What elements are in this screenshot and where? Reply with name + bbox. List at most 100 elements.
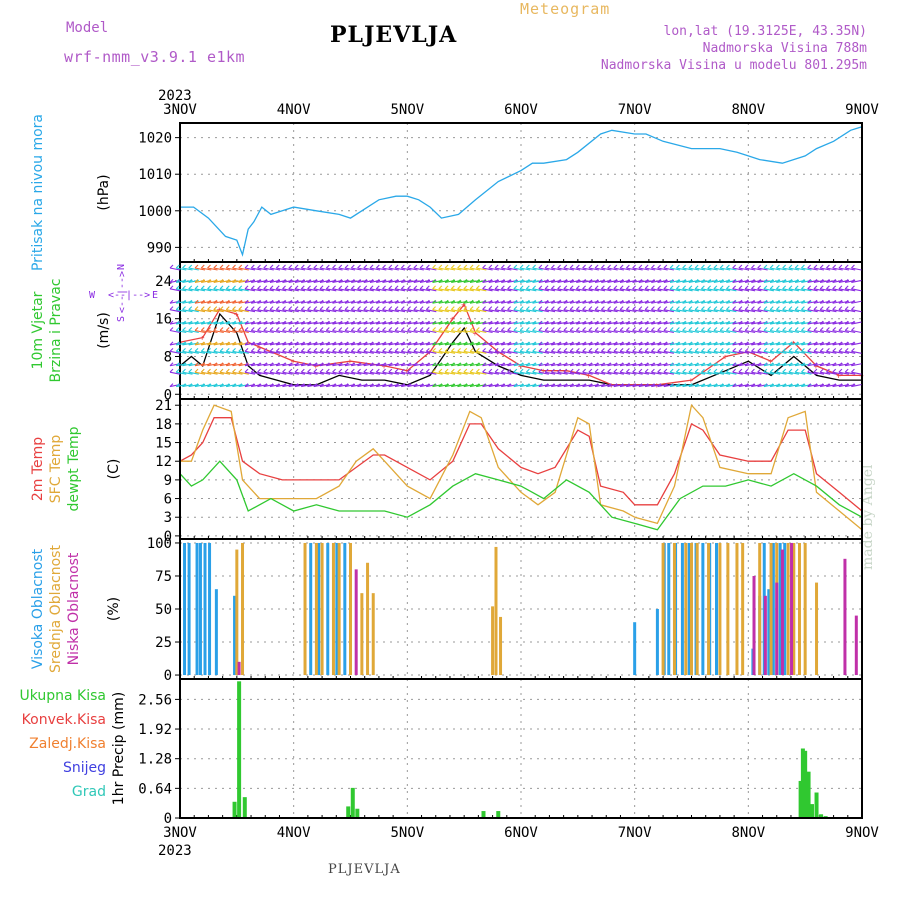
wind-arrow <box>207 329 218 334</box>
wind-arrow-head <box>813 306 818 311</box>
wind-arrow-head <box>794 285 799 290</box>
wind-arrow-head <box>644 341 649 346</box>
wind-arrow-head <box>819 264 824 269</box>
data-bar <box>337 542 341 676</box>
wind-arrow <box>376 267 387 271</box>
wind-arrow <box>801 371 812 375</box>
wind-arrow <box>595 350 606 354</box>
wind-arrow <box>569 267 581 271</box>
wind-arrow-head <box>707 306 712 311</box>
wind-arrow-head <box>232 347 236 352</box>
wind-arrow <box>494 309 506 313</box>
wind-arrow-head <box>751 279 755 283</box>
wind-arrow <box>620 309 631 313</box>
wind-arrow-head <box>450 264 455 269</box>
wind-arrow <box>588 267 599 271</box>
wind-arrow-head <box>307 264 311 269</box>
wind-arrow-head <box>563 285 568 290</box>
wind-arrow-head <box>726 327 730 331</box>
wind-arrow-head <box>463 285 468 290</box>
wind-arrow-head <box>538 299 543 304</box>
wind-arrow <box>770 371 781 375</box>
wind-arrow-head <box>332 264 336 269</box>
wind-arrow <box>288 329 299 334</box>
wind-arrow <box>382 267 393 271</box>
wind-arrow-head <box>388 327 393 331</box>
wind-arrow-head <box>575 320 580 325</box>
wind-arrow <box>682 267 693 271</box>
wind-arrow-head <box>600 368 605 373</box>
wind-arrow-head <box>169 368 174 373</box>
wind-arrow-head <box>801 341 805 346</box>
wind-arrow-head <box>782 285 787 290</box>
y-axis-label: 2m Temp <box>30 437 46 501</box>
precip-legend-label: Grad <box>72 784 106 800</box>
data-bar <box>769 542 773 676</box>
y-tick-label: 16 <box>155 312 172 328</box>
wind-arrow-head <box>688 347 693 352</box>
wind-arrow-head <box>701 285 705 290</box>
wind-arrow-head <box>182 264 186 269</box>
wind-arrow <box>307 329 318 334</box>
wind-arrow <box>826 371 837 375</box>
wind-arrow <box>795 371 806 375</box>
wind-arrow-head <box>657 341 662 346</box>
wind-arrow-head <box>701 383 705 387</box>
wind-arrow <box>576 329 587 334</box>
wind-arrow <box>807 329 818 334</box>
wind-arrow-head <box>382 383 386 387</box>
wind-arrow-head <box>269 347 274 352</box>
wind-arrow-head <box>763 327 768 331</box>
wind-arrow-head <box>744 327 749 331</box>
gust-marker: + <box>836 371 841 380</box>
wind-arrow <box>257 267 268 271</box>
wind-arrow-head <box>388 299 393 304</box>
wind-arrow-head <box>219 383 224 387</box>
series-line <box>180 126 863 257</box>
wind-arrow-head <box>344 368 349 373</box>
wind-arrow <box>701 350 712 354</box>
wind-arrow <box>770 267 781 271</box>
wind-arrow-head <box>588 368 593 373</box>
wind-arrow-head <box>175 327 180 331</box>
wind-arrow-head <box>638 368 643 373</box>
wind-arrow-head <box>188 383 193 387</box>
wind-arrow-head <box>632 341 637 346</box>
wind-arrow <box>332 309 343 313</box>
wind-arrow-head <box>275 264 280 269</box>
wind-arrow-head <box>788 279 793 283</box>
wind-arrow-head <box>357 299 361 304</box>
wind-arrow-head <box>813 368 818 373</box>
wind-arrow-head <box>557 341 561 346</box>
x-tick-label-top: 8NOV <box>731 102 765 118</box>
wind-arrow <box>763 288 775 292</box>
wind-arrow-head <box>532 320 536 325</box>
wind-arrow <box>826 329 837 334</box>
wind-arrow-head <box>744 320 749 325</box>
wind-arrow-head <box>776 368 780 373</box>
wind-arrow-head <box>419 368 424 373</box>
model-label: Model <box>66 20 109 36</box>
wind-arrow <box>376 309 387 313</box>
wind-arrow-head <box>788 327 793 331</box>
wind-arrow-head <box>188 362 193 367</box>
wind-arrow-head <box>394 299 399 304</box>
wind-arrow <box>651 309 662 313</box>
wind-arrow-head <box>801 327 805 331</box>
wind-arrow-head <box>719 264 724 269</box>
wind-arrow-head <box>519 368 524 373</box>
wind-arrow <box>676 309 687 313</box>
wind-arrow <box>319 329 331 334</box>
wind-arrow-head <box>744 383 749 387</box>
wind-arrow <box>232 267 243 271</box>
wind-arrow-head <box>813 347 818 352</box>
wind-arrow-head <box>269 327 274 331</box>
wind-arrow-head <box>513 285 518 290</box>
wind-arrow-head <box>457 320 461 325</box>
wind-arrow-head <box>213 347 218 352</box>
wind-arrow <box>501 350 512 354</box>
wind-arrow-head <box>463 341 468 346</box>
wind-arrow <box>282 309 293 313</box>
wind-arrow-head <box>263 383 268 387</box>
wind-arrow <box>376 288 387 292</box>
